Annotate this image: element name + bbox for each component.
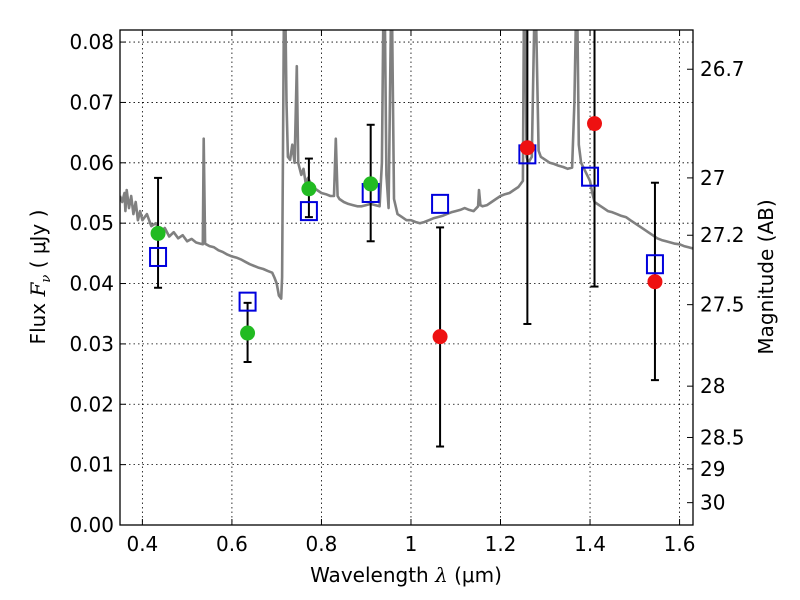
y2-tick-label: 28 xyxy=(700,374,725,398)
y2-tick-label: 30 xyxy=(700,491,725,515)
grid-lines xyxy=(120,30,693,525)
model-box-marker xyxy=(645,254,664,275)
plot-frame xyxy=(119,29,694,526)
red-data-point xyxy=(587,116,603,132)
y2-axis-label: Magnitude (AB) xyxy=(754,199,778,354)
y-tick-label: 0.01 xyxy=(69,453,114,477)
y2-tick-label: 29 xyxy=(700,457,725,481)
y-tick-label: 0.05 xyxy=(69,211,114,235)
green-data-point xyxy=(363,176,379,192)
y2-tick-label: 27.2 xyxy=(700,223,745,247)
y2-tick-label: 28.5 xyxy=(700,425,745,449)
model-spectrum-line xyxy=(120,30,693,300)
model-box-marker xyxy=(238,291,257,312)
model-box-marker xyxy=(149,246,168,267)
y-tick-label: 0.04 xyxy=(69,272,114,296)
y-tick-label: 0.07 xyxy=(69,90,114,114)
green-data-point xyxy=(150,225,166,241)
x-tick-label: 1.6 xyxy=(664,532,696,556)
x-tick-label: 0.4 xyxy=(126,532,158,556)
y2-tick-label: 27.5 xyxy=(700,293,745,317)
red-data-point xyxy=(432,329,448,345)
y-tick-label: 0.02 xyxy=(69,392,114,416)
data-points-layer xyxy=(150,116,663,345)
green-data-point xyxy=(301,181,317,197)
green-data-point xyxy=(240,325,256,341)
y-tick-label: 0.03 xyxy=(69,332,114,356)
model-box-marker xyxy=(299,201,318,222)
y-axis-label: Flux Fν ( μJy ) xyxy=(26,210,54,345)
model-box-marker xyxy=(581,166,600,187)
x-tick-label: 0.8 xyxy=(306,532,338,556)
model-box-marker xyxy=(431,193,450,214)
y2-tick-label: 26.7 xyxy=(700,57,745,81)
x-axis-label: Wavelength λ (μm) xyxy=(310,563,502,587)
y-tick-label: 0.00 xyxy=(69,513,114,537)
y-tick-label: 0.08 xyxy=(69,30,114,54)
axis-ticks: 0.4 0.6 0.8 1 1.2 1.4 1.6 0.00 0.01 0.02 0.03 0.04 0… xyxy=(69,30,745,556)
model-spectrum-layer xyxy=(120,30,693,300)
x-tick-label: 1 xyxy=(405,532,418,556)
x-tick-label: 1.4 xyxy=(574,532,606,556)
red-data-point xyxy=(647,274,663,290)
y2-tick-label: 27 xyxy=(700,166,725,190)
x-tick-label: 0.6 xyxy=(216,532,248,556)
y-tick-label: 0.06 xyxy=(69,151,114,175)
red-data-point xyxy=(519,140,535,156)
x-tick-label: 1.2 xyxy=(485,532,517,556)
